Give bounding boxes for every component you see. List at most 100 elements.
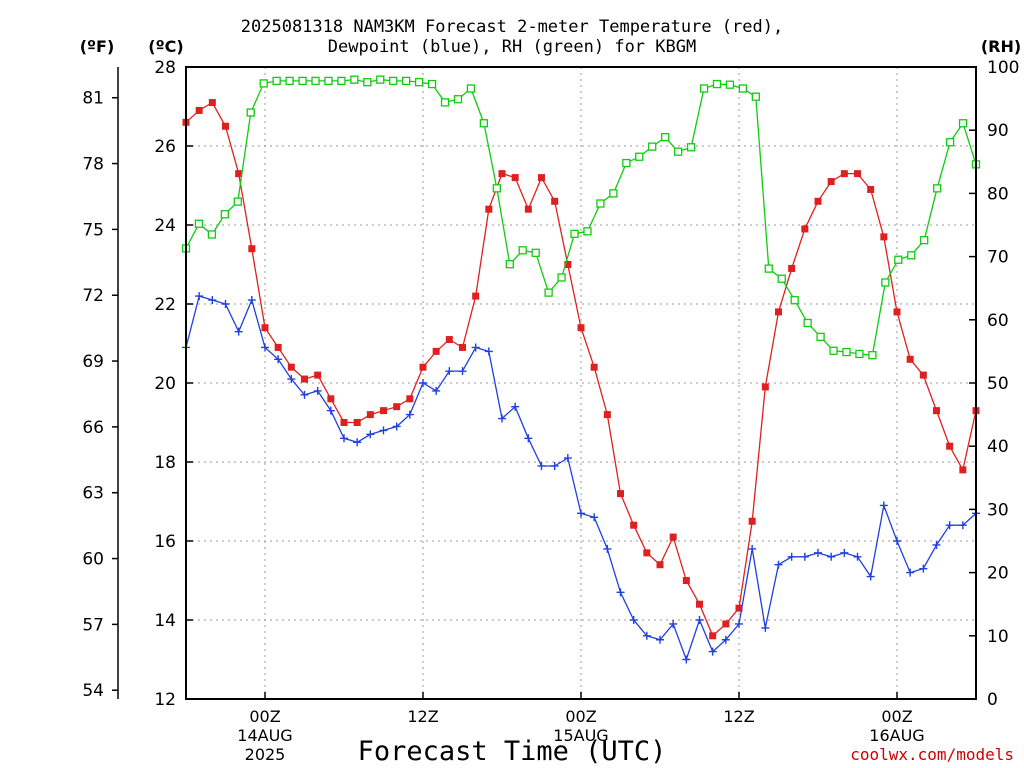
dewpoint-point	[405, 410, 414, 419]
rh-point	[246, 108, 255, 117]
rh-point	[790, 296, 799, 305]
rh-point	[622, 158, 631, 168]
temperature-point	[867, 185, 875, 193]
temperature-point	[840, 170, 848, 178]
x-tick-label: 00Z	[565, 707, 596, 726]
celsius-tick-label: 14	[154, 611, 176, 631]
dewpoint-point	[708, 647, 717, 656]
temperature-point	[814, 197, 822, 205]
rh-point	[285, 76, 294, 86]
fahrenheit-tick-label: 66	[82, 418, 104, 438]
temperature-point	[590, 363, 598, 371]
dewpoint-point	[537, 461, 546, 470]
rh-tick-label: 30	[987, 500, 1009, 520]
dewpoint-point	[906, 568, 915, 577]
rh-point	[259, 79, 268, 88]
dewpoint-point	[524, 434, 533, 443]
temperature-point	[696, 600, 703, 608]
rh-point	[440, 98, 450, 107]
rh-point	[427, 79, 437, 89]
dewpoint-point	[827, 552, 836, 561]
dewpoint-point	[340, 434, 348, 443]
temperature-point	[380, 407, 387, 415]
rh-point	[751, 92, 760, 101]
temperature-point	[722, 620, 730, 628]
dewpoint-point	[300, 390, 309, 399]
dewpoint-point	[313, 386, 322, 395]
dewpoint-point	[682, 655, 691, 664]
rh-point	[648, 142, 657, 151]
rh-point	[207, 230, 217, 239]
celsius-tick-label: 20	[154, 374, 176, 394]
plot-frame	[185, 66, 977, 700]
rh-point	[661, 133, 670, 142]
rh-tick-label: 20	[987, 564, 1009, 584]
grid-lines	[186, 67, 976, 699]
temperature-point	[827, 178, 835, 186]
dewpoint-point	[379, 426, 388, 435]
dewpoint-point	[590, 513, 599, 522]
rh-point	[712, 79, 722, 89]
rh-unit-label: (RH)	[981, 37, 1021, 56]
rh-point	[272, 76, 281, 86]
temperature-point	[248, 245, 256, 253]
celsius-tick-label: 22	[154, 295, 176, 315]
x-tick-label: 12Z	[407, 707, 438, 726]
temperature-point	[301, 375, 308, 383]
temperature-point	[432, 347, 440, 355]
dewpoint-point	[445, 367, 454, 376]
dewpoint-point	[511, 402, 520, 411]
temperature-point	[643, 549, 651, 557]
rh-tick-label: 100	[987, 58, 1019, 78]
fahrenheit-unit-label: (ºF)	[80, 37, 115, 56]
dewpoint-point	[735, 619, 743, 628]
temperature-point	[445, 336, 453, 344]
temperature-point	[208, 99, 216, 107]
chart-title-line-1: 2025081318 NAM3KM Forecast 2-meter Tempe…	[240, 17, 784, 37]
temperature-point	[735, 604, 743, 612]
temperature-point	[669, 533, 677, 541]
rh-point	[803, 318, 812, 328]
temperature-point	[893, 308, 901, 316]
temperature-point	[709, 632, 717, 640]
dewpoint-point	[577, 509, 585, 518]
temperature-point	[564, 261, 572, 268]
temperature-point	[195, 106, 203, 114]
rh-tick-label: 10	[987, 627, 1009, 647]
dewpoint-point	[814, 548, 822, 557]
rh-point	[194, 219, 204, 228]
rh-point	[596, 199, 605, 208]
fahrenheit-tick-label: 60	[82, 550, 104, 570]
temperature-point	[406, 395, 414, 403]
dewpoint-point	[748, 544, 757, 553]
fahrenheit-tick-label: 78	[82, 155, 104, 175]
rh-point	[945, 138, 955, 147]
dewpoint-point	[261, 343, 269, 352]
temperature-point	[748, 517, 756, 525]
rh-point	[958, 119, 968, 128]
chart-title-line-2: Dewpoint (blue), RH (green) for KBGM	[327, 37, 697, 57]
fahrenheit-tick-label: 54	[82, 681, 104, 701]
rh-point	[350, 75, 359, 84]
dewpoint-point	[853, 552, 862, 561]
dewpoint-point	[471, 343, 480, 352]
temperature-point	[327, 395, 335, 403]
rh-point	[583, 227, 592, 236]
temperature-point	[274, 343, 282, 351]
dewpoint-point	[274, 355, 283, 364]
temperature-point	[630, 521, 638, 529]
rh-point	[544, 288, 553, 297]
temperature-point	[538, 174, 545, 182]
dewpoint-point	[353, 438, 362, 447]
dewpoint-point	[326, 406, 335, 415]
dewpoint-point	[195, 292, 204, 301]
rh-point	[311, 76, 320, 86]
fahrenheit-tick-label: 72	[82, 286, 104, 306]
temperature-point	[854, 170, 861, 178]
x-tick-label: 00Z	[881, 707, 912, 726]
temperature-point	[498, 170, 506, 178]
axes-layer: 12 14 16 18 20 22 24 26 28 0 10 20 30 40 50 60 70 80 90 100…	[82, 58, 1019, 764]
temperature-point	[617, 490, 624, 498]
dewpoint-point	[774, 560, 783, 569]
rh-point	[855, 349, 864, 359]
